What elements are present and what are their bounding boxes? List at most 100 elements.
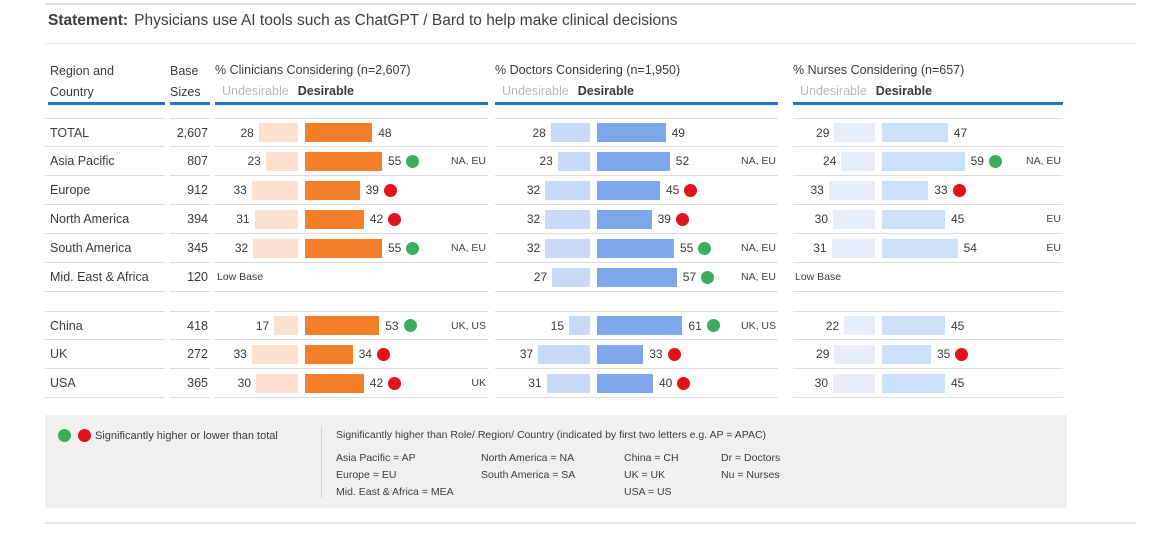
- undesirable-bar: [251, 180, 298, 200]
- undesirable-value: 27: [533, 270, 548, 284]
- base-size-value: 365: [170, 369, 210, 398]
- doctors-header-underline: [495, 102, 778, 105]
- desirable-value: 49: [671, 125, 685, 140]
- desirable-value: 53: [385, 318, 399, 333]
- legend-dots: [58, 429, 91, 442]
- desirable-bar: [305, 123, 373, 142]
- undesirable-bar: [833, 373, 875, 393]
- column-gap: [778, 176, 793, 205]
- desirable-bar: [882, 151, 965, 171]
- undesirable-value: 15: [550, 318, 564, 333]
- legend-box: Significantly higher or lower than total…: [45, 415, 1067, 508]
- undesirable-value: 33: [810, 183, 824, 197]
- legend-column: North America = NA South America = SA: [481, 452, 624, 498]
- doctors-undesirable-label: Undesirable: [502, 84, 569, 98]
- undesirable-value: 23: [247, 154, 261, 168]
- legend-abbreviation: South America = SA: [481, 469, 576, 481]
- base-size-value: 394: [170, 205, 210, 234]
- legend-abbreviation: Dr = Doctors: [721, 452, 781, 464]
- undesirable-bar: [833, 209, 875, 229]
- region-label: TOTAL: [45, 118, 165, 147]
- desirable-value: 33: [934, 183, 948, 197]
- undesirable-value: 22: [825, 318, 840, 333]
- undesirable-bar: [557, 151, 590, 171]
- column-gap: [778, 234, 793, 263]
- region-label: Mid. East & Africa: [45, 263, 165, 292]
- column-gap: [778, 118, 793, 147]
- region-label: Europe: [45, 176, 165, 205]
- green-dot-icon: [406, 154, 420, 168]
- undesirable-bar: [834, 123, 875, 142]
- desirable-bar: [882, 373, 945, 393]
- green-dot-icon: [988, 154, 1002, 168]
- desirable-bar: [305, 316, 380, 335]
- region-label: Asia Pacific: [45, 147, 165, 176]
- column-gap: [778, 311, 793, 340]
- doctors-bar-cell: 28 49: [495, 118, 778, 147]
- column-gap: [778, 147, 793, 176]
- clinicians-bar-cell: 23 55 NA, EU: [215, 147, 488, 176]
- undesirable-bar: [844, 316, 875, 335]
- desirable-value: 59: [970, 154, 984, 168]
- desirable-bar: [305, 373, 364, 393]
- table-row: North America 394 31 42 32 39 30 45 EU: [45, 205, 1067, 234]
- undesirable-value: 32: [234, 241, 249, 255]
- undesirable-value: 32: [526, 212, 541, 226]
- legend-abbreviation: UK = UK: [624, 469, 666, 481]
- undesirable-bar: [251, 344, 298, 364]
- undesirable-value: 17: [255, 318, 270, 333]
- table-row: Mid. East & Africa 120 Low Base 27 57 NA, EU L…: [45, 263, 1067, 292]
- low-base-label: Low Base: [217, 271, 264, 283]
- legend-divider: [321, 427, 322, 498]
- undesirable-bar: [545, 180, 590, 200]
- green-dot-icon: [706, 319, 720, 332]
- desirable-bar: [597, 151, 670, 171]
- statement-title: Statement: Physicians use AI tools such a…: [48, 12, 677, 30]
- column-gap: [488, 340, 495, 369]
- nurses-bar-cell: 22 45: [793, 311, 1063, 340]
- desirable-bar: [305, 209, 364, 229]
- significance-note: EU: [1046, 213, 1061, 225]
- desirable-bar: [597, 373, 653, 393]
- table-row: China 418 17 53 UK, US 15 61 UK, US 22 45: [45, 311, 1067, 340]
- desirable-bar: [882, 123, 948, 142]
- region-label: North America: [45, 205, 165, 234]
- table-row: TOTAL 2,607 28 48 28 49 29 47: [45, 118, 1067, 147]
- legend-right: Significantly higher than Role/ Region/ …: [336, 429, 1057, 498]
- doctors-bar-cell: 15 61 UK, US: [495, 311, 778, 340]
- column-gap: [488, 118, 495, 147]
- bottom-rule: [45, 522, 1136, 524]
- column-gap: [778, 340, 793, 369]
- table-body: TOTAL 2,607 28 48 28 49 29 47 Asia Pacific 807 23 5…: [45, 118, 1067, 398]
- desirable-value: 57: [682, 270, 697, 284]
- undesirable-bar: [254, 209, 298, 229]
- desirable-value: 45: [951, 376, 965, 390]
- desirable-bar: [882, 344, 931, 364]
- statement-label: Statement:: [48, 12, 129, 29]
- doctors-group-header: % Doctors Considering (n=1,950) Undesira…: [495, 63, 680, 98]
- desirable-value: 55: [388, 154, 402, 168]
- top-rule: [45, 3, 1136, 5]
- region-label: South America: [45, 234, 165, 263]
- table-header: Region and Country Base Sizes % Clinicia…: [45, 57, 1067, 117]
- doctors-bar-cell: 31 40: [495, 369, 778, 398]
- desirable-value: 55: [680, 241, 694, 255]
- undesirable-value: 31: [236, 212, 250, 226]
- undesirable-bar: [831, 238, 875, 258]
- red-dot-icon: [952, 183, 966, 197]
- undesirable-bar: [545, 238, 590, 258]
- table-row: Europe 912 33 39 32 45 33 33: [45, 176, 1067, 205]
- red-dot-icon: [376, 347, 390, 361]
- base-size-value: 120: [170, 263, 210, 292]
- desirable-bar: [597, 238, 674, 258]
- red-dot-icon: [955, 347, 969, 361]
- undesirable-value: 33: [233, 347, 247, 361]
- legend-column: Asia Pacific = AP Europe = EU Mid. East & …: [336, 452, 481, 498]
- legend-abbreviation: Nu = Nurses: [721, 469, 780, 481]
- region-label: UK: [45, 340, 165, 369]
- significance-note: UK: [471, 377, 486, 389]
- nurses-desirable-label: Desirable: [875, 84, 932, 98]
- base-size-value: 272: [170, 340, 210, 369]
- table-row: South America 345 32 55 NA, EU 32 55 NA, EU 31 54…: [45, 234, 1067, 263]
- region-header-underline: [48, 102, 165, 105]
